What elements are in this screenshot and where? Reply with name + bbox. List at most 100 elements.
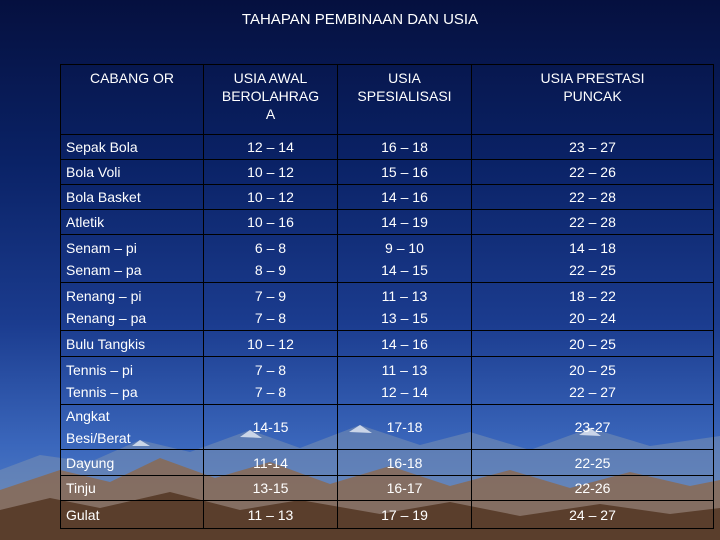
usia-puncak-cell: 22-26 <box>471 475 714 501</box>
cell-line: Senam – pi <box>66 239 137 256</box>
usia-puncak-cell: 20 – 25 22 – 27 <box>471 356 714 405</box>
header-line: BEROLAHRAG <box>221 88 320 104</box>
cell-line: 20 – 24 <box>569 309 616 326</box>
cell-line: Bola Voli <box>66 164 121 180</box>
usia-puncak-cell: 20 – 25 <box>471 330 714 357</box>
usia-spesialisasi-cell: 17 – 19 <box>337 500 472 529</box>
cell-line: 14 – 18 <box>569 239 616 256</box>
usia-puncak-cell: 22-25 <box>471 449 714 476</box>
usia-spesialisasi-cell: 15 – 16 <box>337 159 472 185</box>
cell-line: Atletik <box>66 214 105 230</box>
table-header-row: CABANG OR USIA AWAL BEROLAHRAG A USIA SP… <box>60 64 714 135</box>
cell-line: 18 – 22 <box>569 287 616 304</box>
usia-awal-cell: 7 – 9 7 – 8 <box>203 282 338 331</box>
cell-line: 9 – 10 <box>385 239 424 256</box>
table-row: Tennis – pi Tennis – pa 7 – 8 7 – 8 11 – 13 1… <box>60 356 714 405</box>
header-line: SPESIALISASI <box>357 88 452 104</box>
table-row: Gulat 11 – 13 17 – 19 24 – 27 <box>60 500 714 529</box>
usia-puncak-cell: 22 – 26 <box>471 159 714 185</box>
usia-spesialisasi-cell: 16-17 <box>337 475 472 501</box>
table-row: Sepak Bola 12 – 14 16 – 18 23 – 27 <box>60 134 714 160</box>
header-line: USIA AWAL <box>233 70 308 86</box>
usia-awal-cell: 11-14 <box>203 449 338 476</box>
header-usia-awal: USIA AWAL BEROLAHRAG A <box>203 64 338 135</box>
table-row: Bola Voli 10 – 12 15 – 16 22 – 26 <box>60 159 714 185</box>
cell-line: 11 – 13 <box>381 287 428 304</box>
header-cabang-or: CABANG OR <box>60 64 204 135</box>
usia-puncak-cell: 24 – 27 <box>471 500 714 529</box>
cell-line: Bulu Tangkis <box>66 335 146 352</box>
header-line: PUNCAK <box>563 88 622 104</box>
cell-line: 10 – 12 <box>247 164 294 180</box>
cell-line: 7 – 8 <box>254 383 287 400</box>
usia-awal-cell: 6 – 8 8 – 9 <box>203 234 338 283</box>
sport-cell: Angkat Besi/Berat <box>60 404 204 450</box>
cell-line: 14 – 19 <box>381 214 428 230</box>
table-row: Bola Basket 10 – 12 14 – 16 22 – 28 <box>60 184 714 210</box>
usia-awal-cell: 11 – 13 <box>203 500 338 529</box>
usia-puncak-cell: 22 – 28 <box>471 184 714 210</box>
cell-line: 11 – 13 <box>381 361 428 378</box>
cell-line: Tinju <box>66 480 96 496</box>
cell-line: Besi/Berat <box>66 430 131 446</box>
sport-cell: Tinju <box>60 475 204 501</box>
usia-spesialisasi-cell: 14 – 16 <box>337 184 472 210</box>
cell-line: 14 – 16 <box>381 189 428 205</box>
cell-line: 22-25 <box>574 454 611 471</box>
header-usia-prestasi-puncak: USIA PRESTASI PUNCAK <box>471 64 714 135</box>
header-line: USIA <box>388 70 421 86</box>
cell-line: 24 – 27 <box>569 506 616 523</box>
cell-line: 22 – 28 <box>569 214 616 230</box>
usia-spesialisasi-cell: 11 – 13 12 – 14 <box>337 356 472 405</box>
header-line: A <box>265 106 276 122</box>
cell-line: 23 – 27 <box>569 139 616 155</box>
cell-line: 7 – 8 <box>254 361 287 378</box>
usia-puncak-cell: 14 – 18 22 – 25 <box>471 234 714 283</box>
usia-puncak-cell: 22 – 28 <box>471 209 714 235</box>
cell-line: 16-18 <box>386 454 423 471</box>
sport-cell: Tennis – pi Tennis – pa <box>60 356 204 405</box>
cell-line: 13 – 15 <box>381 309 428 326</box>
table-row: Bulu Tangkis 10 – 12 14 – 16 20 – 25 <box>60 330 714 357</box>
page-title: TAHAPAN PEMBINAAN DAN USIA <box>241 11 479 28</box>
sport-cell: Bola Basket <box>60 184 204 210</box>
usia-spesialisasi-cell: 9 – 10 14 – 15 <box>337 234 472 283</box>
cell-line: 11 – 13 <box>247 506 294 523</box>
cell-line: 14-15 <box>252 419 289 435</box>
cell-line: 23-27 <box>574 419 611 435</box>
cell-line: Tennis – pa <box>66 383 138 400</box>
usia-awal-cell: 13-15 <box>203 475 338 501</box>
table-row: Angkat Besi/Berat 14-15 17-18 23-27 <box>60 404 714 450</box>
table-row: Dayung 11-14 16-18 22-25 <box>60 449 714 476</box>
table-row: Atletik 10 – 16 14 – 19 22 – 28 <box>60 209 714 235</box>
cell-line: 14 – 16 <box>381 335 428 352</box>
cell-line: 13-15 <box>252 480 289 496</box>
cell-line: 12 – 14 <box>247 139 294 155</box>
usia-spesialisasi-cell: 16 – 18 <box>337 134 472 160</box>
table-body: Sepak Bola 12 – 14 16 – 18 23 – 27 Bola Voli… <box>60 134 714 529</box>
cell-line: 15 – 16 <box>381 164 428 180</box>
cell-line: 17 – 19 <box>381 506 428 523</box>
cell-line: 10 – 12 <box>247 189 294 205</box>
usia-spesialisasi-cell: 11 – 13 13 – 15 <box>337 282 472 331</box>
sport-cell: Renang – pi Renang – pa <box>60 282 204 331</box>
sport-cell: Bola Voli <box>60 159 204 185</box>
cell-line: 10 – 12 <box>247 335 294 352</box>
cell-line: 22 – 26 <box>569 164 616 180</box>
cell-line: 20 – 25 <box>569 361 616 378</box>
usia-spesialisasi-cell: 17-18 <box>337 404 472 450</box>
usia-spesialisasi-cell: 14 – 19 <box>337 209 472 235</box>
usia-spesialisasi-cell: 16-18 <box>337 449 472 476</box>
cell-line: Senam – pa <box>66 261 142 278</box>
cell-line: Tennis – pi <box>66 361 133 378</box>
cell-line: 7 – 8 <box>254 309 287 326</box>
sport-cell: Atletik <box>60 209 204 235</box>
cell-line: 22 – 25 <box>569 261 616 278</box>
cell-line: Renang – pi <box>66 287 142 304</box>
cell-line: Gulat <box>66 506 100 523</box>
usia-awal-cell: 7 – 8 7 – 8 <box>203 356 338 405</box>
cell-line: Renang – pa <box>66 309 147 326</box>
cell-line: Bola Basket <box>66 189 141 205</box>
cell-line: 22 – 27 <box>569 383 616 400</box>
